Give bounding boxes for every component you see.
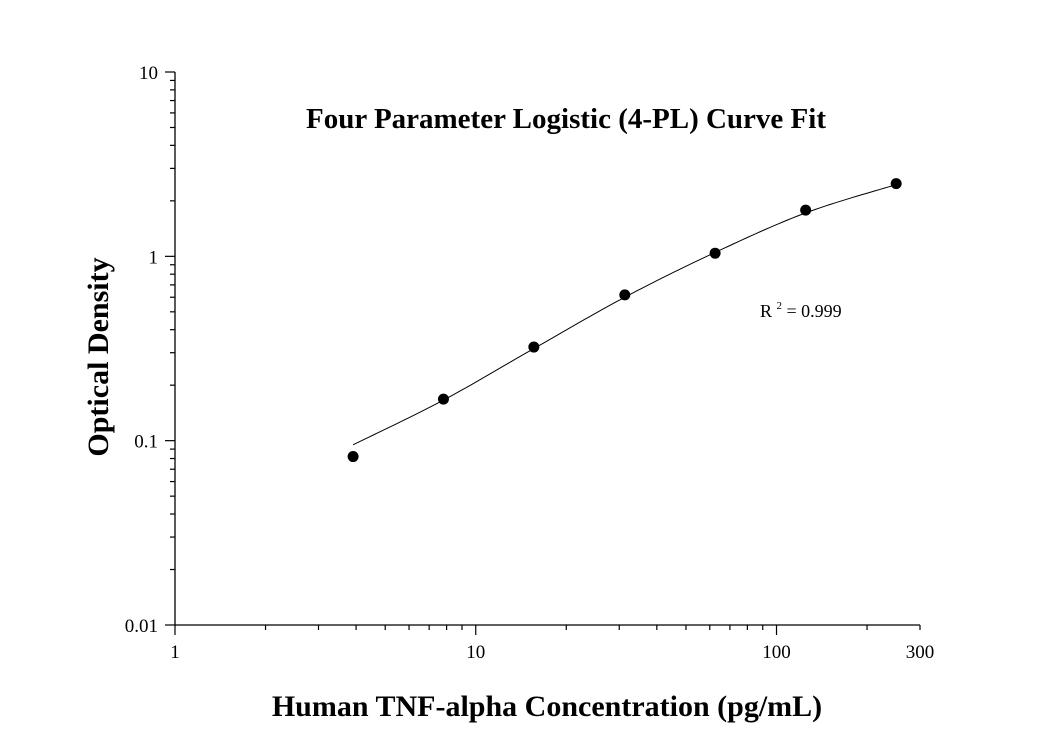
x-tick-label: 100 xyxy=(762,642,791,663)
y-axis-title: Optical Density xyxy=(82,257,115,456)
y-tick-label: 10 xyxy=(139,63,158,84)
x-tick-label: 300 xyxy=(906,642,935,663)
y-tick-label: 0.1 xyxy=(134,432,158,453)
data-points-layer xyxy=(347,178,902,463)
data-point xyxy=(890,178,902,190)
y-tick-label: 0.01 xyxy=(125,616,158,637)
y-tick-label: 1 xyxy=(149,247,159,268)
x-tick-label: 10 xyxy=(466,642,485,663)
r-squared-superscript: 2 xyxy=(777,300,783,312)
x-tick-label: 1 xyxy=(170,642,180,663)
data-point xyxy=(437,393,449,405)
axes xyxy=(165,71,921,635)
x-axis-title: Human TNF-alpha Concentration (pg/mL) xyxy=(272,690,822,723)
data-point xyxy=(800,204,812,216)
r-squared-base: R xyxy=(760,301,772,321)
r-squared-annotation: R 2 = 0.999 xyxy=(760,293,842,321)
r-squared-value: = 0.999 xyxy=(787,301,842,321)
data-point xyxy=(347,451,359,463)
labels-layer: 1 10 100 300 0.01 0.1 1 10 xyxy=(125,63,935,663)
chart-title: Four Parameter Logistic (4-PL) Curve Fit xyxy=(306,103,826,135)
data-point xyxy=(619,289,631,301)
data-point xyxy=(528,341,540,353)
data-point xyxy=(709,247,721,259)
